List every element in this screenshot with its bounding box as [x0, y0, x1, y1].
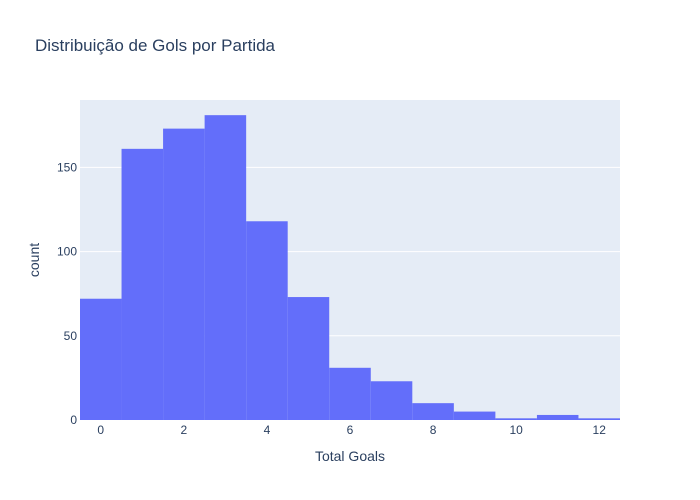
- histogram-bar: [536, 414, 579, 420]
- y-tick-label: 50: [64, 329, 78, 343]
- x-tick-label: 6: [347, 423, 354, 437]
- bars: [80, 115, 620, 420]
- y-tick-label: 0: [70, 413, 77, 427]
- histogram-bar: [204, 115, 247, 420]
- x-tick-label: 12: [593, 423, 607, 437]
- y-tick-label: 150: [57, 160, 77, 174]
- histogram-bar: [163, 128, 205, 420]
- histogram-bar: [121, 148, 164, 420]
- x-axis-ticks: 0 2 4 6 8 10 12: [97, 423, 606, 437]
- y-axis-title: count: [26, 243, 42, 277]
- histogram-bar: [287, 297, 330, 420]
- chart-title: Distribuição de Gols por Partida: [35, 36, 276, 55]
- histogram-bar: [370, 381, 413, 420]
- x-tick-label: 4: [264, 423, 271, 437]
- histogram-bar: [495, 418, 537, 420]
- x-tick-label: 2: [181, 423, 188, 437]
- histogram-bar: [329, 367, 371, 420]
- x-tick-label: 10: [509, 423, 523, 437]
- x-tick-label: 8: [430, 423, 437, 437]
- histogram-bar: [453, 411, 496, 420]
- histogram-bar: [578, 418, 620, 420]
- y-tick-label: 100: [57, 245, 77, 259]
- histogram-bar: [246, 221, 288, 420]
- x-axis-title: Total Goals: [315, 448, 385, 464]
- x-tick-label: 0: [97, 423, 104, 437]
- y-axis-ticks: 0 50 100 150: [57, 160, 77, 427]
- histogram-bar: [412, 403, 454, 420]
- histogram-bar: [80, 298, 122, 420]
